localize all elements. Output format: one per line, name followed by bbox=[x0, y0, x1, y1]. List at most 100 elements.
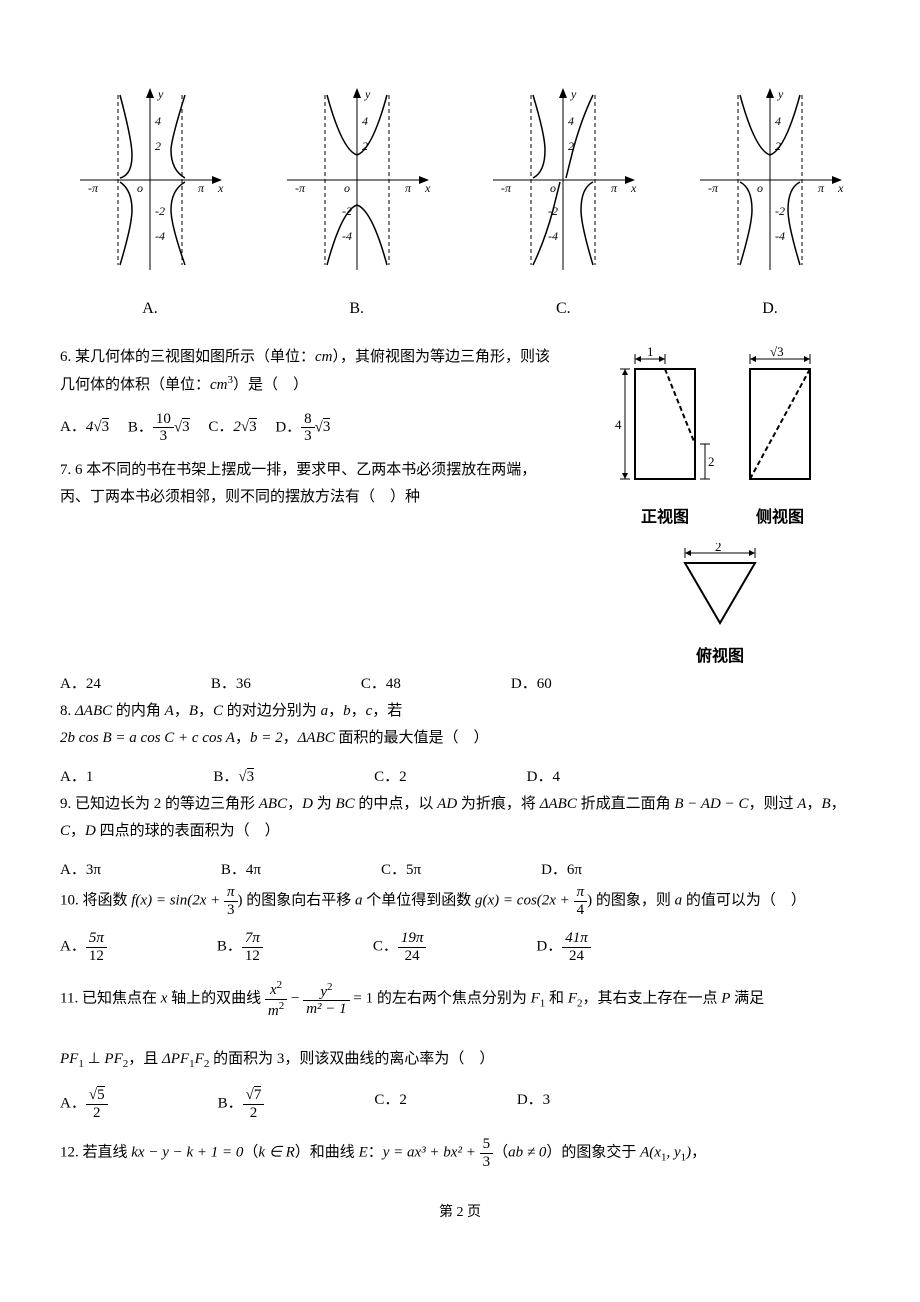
q8-opt-d: D．4 bbox=[527, 764, 560, 791]
q6-opt-c: C．2√3 bbox=[208, 414, 256, 441]
svg-text:y: y bbox=[777, 87, 784, 101]
q10-opt-a: A．5π12 bbox=[60, 930, 107, 964]
q7-opt-d: D．60 bbox=[511, 671, 552, 698]
front-r-dim: 2 bbox=[708, 454, 715, 469]
side-view: √3 侧视图 bbox=[735, 344, 825, 533]
q11-opt-c: C．2 bbox=[374, 1087, 407, 1121]
svg-text:o: o bbox=[550, 181, 556, 195]
q7-opt-c: C．48 bbox=[361, 671, 401, 698]
svg-text:-2: -2 bbox=[775, 204, 785, 218]
svg-text:o: o bbox=[137, 181, 143, 195]
q8-options: A．1 B．√3 C．2 D．4 bbox=[60, 764, 580, 791]
svg-text:2: 2 bbox=[155, 139, 161, 153]
q11-opt-b: B．√72 bbox=[218, 1087, 265, 1121]
question-6: 6. 某几何体的三视图如图所示（单位：cm），其俯视图为等边三角形，则该几何体的… bbox=[60, 344, 580, 399]
graph-b-label: B. bbox=[267, 295, 447, 324]
svg-text:π: π bbox=[405, 181, 412, 195]
svg-text:-4: -4 bbox=[342, 229, 352, 243]
three-view-figure: 1 4 2 正视图 √ bbox=[580, 344, 860, 672]
question-7: 7. 6 本不同的书在书架上摆成一排，要求甲、乙两本书必须摆放在两端，丙、丁两本… bbox=[60, 457, 580, 511]
q6-opt-a: A．4√3 bbox=[60, 414, 109, 441]
q8-opt-a: A．1 bbox=[60, 764, 93, 791]
q11-opt-a: A．√52 bbox=[60, 1087, 108, 1121]
top-view-svg: 2 bbox=[665, 543, 775, 633]
q7-options: A．24 B．36 C．48 D．60 bbox=[60, 671, 580, 698]
svg-text:o: o bbox=[757, 181, 763, 195]
q9-options: A．3π B．4π C．5π D．6π bbox=[60, 857, 860, 884]
svg-text:x: x bbox=[837, 181, 844, 195]
top-view: 2 俯视图 bbox=[580, 543, 860, 672]
side-view-label: 侧视图 bbox=[735, 504, 825, 533]
question-10: 10. 将函数 f(x) = sin(2x + π3) 的图象向右平移 a 个单… bbox=[60, 884, 860, 918]
q8-eq: 2b cos B = a cos C + c cos A bbox=[60, 730, 235, 746]
graph-d-label: D. bbox=[680, 295, 860, 324]
svg-text:-4: -4 bbox=[548, 229, 558, 243]
question-11: 11. 已知焦点在 x 轴上的双曲线 x2m2 − y2m² − 1 = 1 的… bbox=[60, 979, 860, 1075]
question-12: 12. 若直线 kx − y − k + 1 = 0（k ∈ R）和曲线 E：y… bbox=[60, 1136, 860, 1170]
front-view-svg: 1 4 2 bbox=[615, 344, 715, 494]
svg-text:4: 4 bbox=[775, 114, 781, 128]
graph-b-svg: 4 2 -2 -4 -π π x o y bbox=[277, 80, 437, 280]
q9-opt-c: C．5π bbox=[381, 857, 421, 884]
q6-cm: cm bbox=[315, 349, 333, 365]
graph-c-svg: 4 2 -2 -4 -π π x o y bbox=[483, 80, 643, 280]
svg-text:-π: -π bbox=[295, 181, 306, 195]
svg-text:-π: -π bbox=[708, 181, 719, 195]
q7-opt-b: B．36 bbox=[211, 671, 251, 698]
svg-text:4: 4 bbox=[155, 114, 161, 128]
q7-opt-a: A．24 bbox=[60, 671, 101, 698]
q10-opt-d: D．41π24 bbox=[536, 930, 590, 964]
svg-text:4: 4 bbox=[362, 114, 368, 128]
svg-text:4: 4 bbox=[568, 114, 574, 128]
q6-text: 6. 某几何体的三视图如图所示（单位： bbox=[60, 349, 315, 365]
question-8: 8. ΔABC 的内角 A，B，C 的对边分别为 a，b，c，若 2b cos … bbox=[60, 698, 580, 752]
svg-text:o: o bbox=[344, 181, 350, 195]
graph-d-svg: 4 2 -2 -4 -π π x o y bbox=[690, 80, 850, 280]
graph-option-c: 4 2 -2 -4 -π π x o y C. bbox=[473, 80, 653, 324]
svg-text:-π: -π bbox=[501, 181, 512, 195]
q10-opt-b: B．7π12 bbox=[217, 930, 263, 964]
q9-opt-b: B．4π bbox=[221, 857, 261, 884]
page-number: 第 2 页 bbox=[60, 1200, 860, 1225]
q6-cm3: cm bbox=[210, 377, 228, 393]
side-view-svg: √3 bbox=[735, 344, 825, 494]
graph-option-a: 4 2 -2 -4 -π π x o y A. bbox=[60, 80, 240, 324]
q6-opt-d: D．83√3 bbox=[275, 411, 330, 445]
svg-text:y: y bbox=[364, 87, 371, 101]
front-view-label: 正视图 bbox=[615, 504, 715, 533]
q6-opt-b: B．103√3 bbox=[128, 411, 190, 445]
q6-text3: ）是（ ） bbox=[233, 377, 308, 393]
svg-text:π: π bbox=[198, 181, 205, 195]
svg-text:y: y bbox=[570, 87, 577, 101]
q10-opt-c: C．19π24 bbox=[373, 930, 427, 964]
svg-text:-4: -4 bbox=[775, 229, 785, 243]
q8-opt-b: B．√3 bbox=[213, 764, 254, 791]
svg-text:π: π bbox=[611, 181, 618, 195]
question-9: 9. 已知边长为 2 的等边三角形 ABC，D 为 BC 的中点，以 AD 为折… bbox=[60, 791, 860, 845]
front-w-dim: 1 bbox=[647, 344, 654, 359]
q7-text: 7. 6 本不同的书在书架上摆成一排，要求甲、乙两本书必须摆放在两端，丙、丁两本… bbox=[60, 462, 536, 505]
top-w-dim: 2 bbox=[715, 543, 722, 554]
side-w-dim: √3 bbox=[770, 344, 784, 359]
graph-a-label: A. bbox=[60, 295, 240, 324]
svg-text:y: y bbox=[157, 87, 164, 101]
graph-a-svg: 4 2 -2 -4 -π π x o y bbox=[70, 80, 230, 280]
graph-option-d: 4 2 -2 -4 -π π x o y D. bbox=[680, 80, 860, 324]
q10-options: A．5π12 B．7π12 C．19π24 D．41π24 bbox=[60, 930, 860, 964]
graph-option-b: 4 2 -2 -4 -π π x o y B. bbox=[267, 80, 447, 324]
svg-text:-4: -4 bbox=[155, 229, 165, 243]
q9-opt-d: D．6π bbox=[541, 857, 582, 884]
svg-text:x: x bbox=[630, 181, 637, 195]
q8-opt-c: C．2 bbox=[374, 764, 407, 791]
top-view-label: 俯视图 bbox=[580, 643, 860, 672]
svg-text:x: x bbox=[217, 181, 224, 195]
svg-text:π: π bbox=[818, 181, 825, 195]
graph-c-label: C. bbox=[473, 295, 653, 324]
svg-text:-π: -π bbox=[88, 181, 99, 195]
graph-options-row: 4 2 -2 -4 -π π x o y A. 4 2 -2 -4 bbox=[60, 80, 860, 324]
front-h-dim: 4 bbox=[615, 417, 622, 432]
svg-text:x: x bbox=[424, 181, 431, 195]
q6-options: A．4√3 B．103√3 C．2√3 D．83√3 bbox=[60, 411, 580, 445]
q11-opt-d: D．3 bbox=[517, 1087, 550, 1121]
q9-opt-a: A．3π bbox=[60, 857, 101, 884]
